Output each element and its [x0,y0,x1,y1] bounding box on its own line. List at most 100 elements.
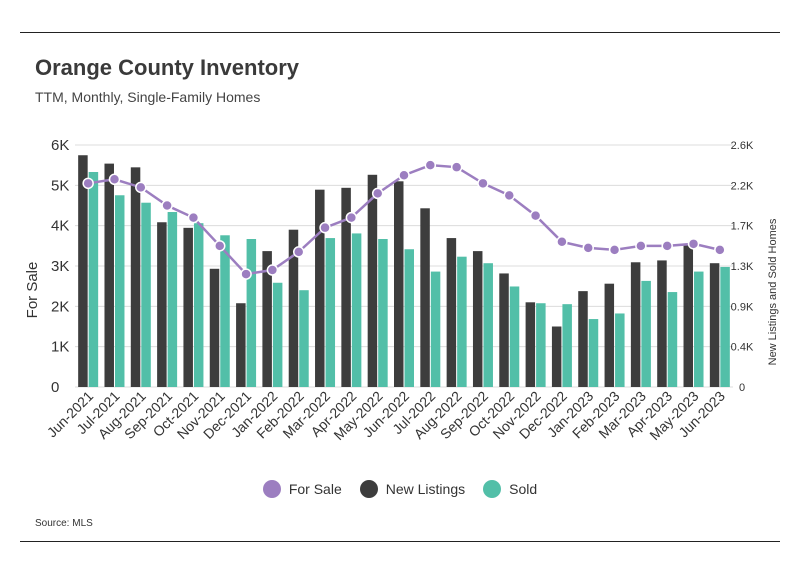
sold-bar [404,249,414,387]
sold-bar [667,292,678,387]
new-listings-bar [499,273,509,387]
sold-bar [430,271,441,387]
for-sale-line-path [87,163,721,276]
legend-item-for-sale: For Sale [262,480,342,498]
new-listings-bar [315,189,325,387]
new-listings-bar [604,283,615,387]
new-listings-bar [551,326,562,387]
sold-bar [325,238,336,387]
new-listings-bar [578,291,588,387]
for-sale-point [608,244,621,256]
left-tick-label: 5K [51,177,69,194]
left-tick-label: 1K [51,339,69,356]
left-tick-label: 3K [51,258,69,275]
new-listings-bar [394,181,404,387]
legend-label-new-listings: New Listings [385,481,466,497]
legend-swatch-for-sale [262,480,281,498]
source-note: Source: MLS [35,518,93,529]
for-sale-point [266,264,279,276]
sold-bar [220,235,230,387]
left-tick-label: 6K [51,137,69,154]
left-tick-label: 2K [51,298,69,315]
left-tick-label: 0 [51,379,59,396]
sold-bar [246,239,257,387]
chart-subtitle: TTM, Monthly, Single-Family Homes [35,89,261,105]
right-tick-label: 1.7K [731,221,754,233]
sold-bar [562,304,572,387]
for-sale-point [635,240,647,252]
for-sale-point [503,189,516,202]
for-sale-line [82,159,726,280]
new-listings-bar [130,167,141,387]
new-listings-bar [709,263,720,387]
sold-bar [378,239,388,387]
new-listings-bar [657,260,667,387]
for-sale-point [424,159,437,171]
for-sale-point [398,169,410,181]
sold-bar [588,319,599,387]
legend-label-sold: Sold [509,481,538,497]
new-listings-bar [525,302,536,387]
new-listings-bars [78,155,720,387]
new-listings-bar [630,262,641,387]
right-tick-label: 2.2K [731,180,754,192]
for-sale-point [345,211,358,224]
for-sale-point [108,173,121,186]
legend-swatch-new-listings [359,480,378,498]
left-tick-label: 4K [51,218,69,235]
for-sale-point [556,236,568,248]
new-listings-bar [341,187,351,387]
sold-bar [641,280,651,387]
legend-item-sold: Sold [483,480,537,498]
new-listings-bar [420,208,430,387]
sold-bar [457,256,467,387]
for-sale-point [371,187,384,200]
for-sale-point [319,221,331,234]
right-axis-ticks: 0 0.4K 0.9K 1.3K 1.7K 2.2K 2.6K [731,140,754,394]
new-listings-bar [209,268,220,387]
sold-bar [351,233,362,387]
new-listings-bar [78,155,88,387]
for-sale-point [661,240,673,252]
for-sale-point [582,242,594,254]
new-listings-bar [104,163,114,387]
sold-bar [193,223,204,387]
for-sale-point [161,199,173,212]
right-tick-label: 0 [739,382,745,394]
sold-bar [167,212,178,387]
right-tick-label: 1.3K [731,261,754,273]
sold-bar [483,263,493,387]
sold-bar [720,266,730,387]
right-tick-label: 0.9K [731,301,754,313]
sold-bar [141,202,151,387]
new-listings-bar [446,238,457,387]
for-sale-point [529,209,542,222]
for-sale-point [82,177,94,190]
legend-swatch-sold [483,480,502,498]
top-rule [20,32,780,33]
new-listings-bar [288,229,299,387]
new-listings-bar [683,245,694,387]
chart-title: Orange County Inventory [35,55,300,80]
sold-bar [536,303,546,387]
right-tick-label: 2.6K [731,140,754,152]
x-axis-ticks: Jun-2021Jul-2021Aug-2021Sep-2021Oct-2021… [44,388,728,443]
for-sale-point [187,211,200,224]
new-listings-bar [236,303,246,387]
new-listings-bar [262,251,272,387]
right-tick-label: 0.4K [731,342,754,354]
legend-item-new-listings: New Listings [359,480,466,498]
legend-label-for-sale: For Sale [288,481,342,497]
for-sale-point [240,268,252,280]
sold-bar [615,313,625,387]
sold-bar [694,271,704,387]
for-sale-point [135,181,147,194]
new-listings-bar [157,222,167,387]
right-axis-label: New Listings and Sold Homes [767,218,779,365]
for-sale-point [687,238,700,250]
legend: For Sale New Listings Sold [0,480,800,498]
sold-bar [88,171,99,387]
new-listings-bar [183,227,193,387]
sold-bar [509,286,520,387]
